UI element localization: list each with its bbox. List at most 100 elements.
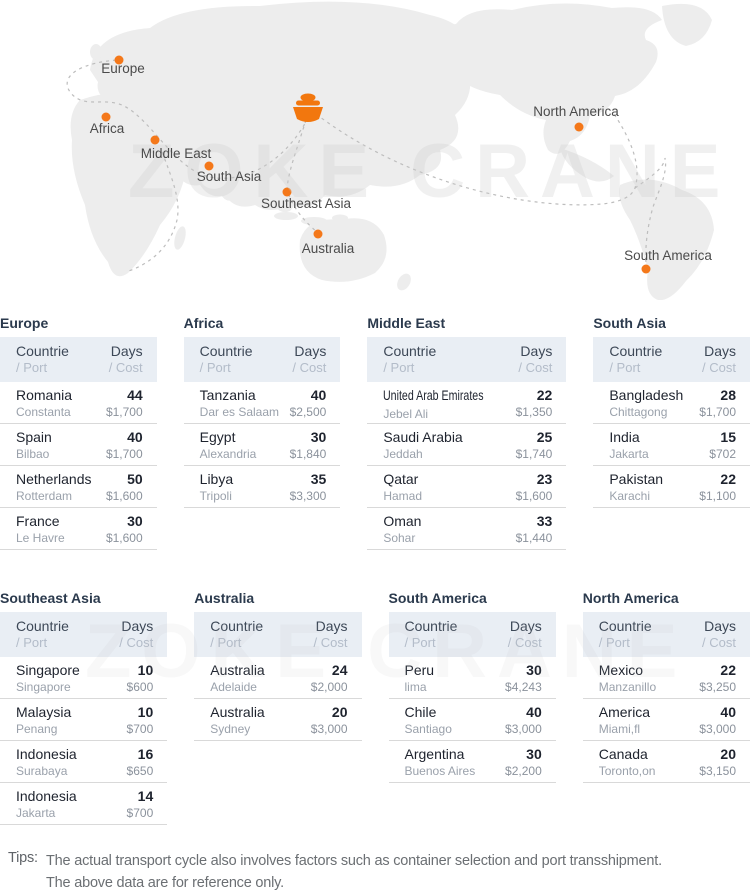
header-cost-label: / Cost bbox=[108, 360, 143, 375]
route-cell: Saudi Arabia Jeddah bbox=[383, 429, 462, 465]
table-row: Libya Tripoli 35 $3,300 bbox=[183, 466, 341, 508]
header-days-cost: Days / Cost bbox=[314, 618, 348, 657]
table-row: Mexico Manzanillo 22 $3,250 bbox=[582, 657, 750, 699]
header-port-label: / Port bbox=[609, 360, 641, 375]
header-days-cost: Days / Cost bbox=[702, 343, 736, 382]
days-value: 24 bbox=[331, 662, 348, 678]
days-value: 16 bbox=[137, 746, 154, 762]
continent-africa bbox=[70, 93, 191, 277]
port-name: lima bbox=[404, 680, 427, 694]
price-cell: 35 $3,300 bbox=[290, 471, 327, 507]
header-days-label: Days bbox=[294, 343, 327, 359]
port-name: Le Havre bbox=[16, 531, 65, 545]
country-name: Chile bbox=[404, 704, 437, 720]
route-cell: India Jakarta bbox=[609, 429, 648, 465]
price-cell: 30 $4,243 bbox=[505, 662, 542, 698]
price-cell: 23 $1,600 bbox=[516, 471, 553, 507]
port-name: Sohar bbox=[383, 531, 416, 545]
header-country-port: Countrie / Port bbox=[405, 618, 458, 657]
header-cost-label: / Cost bbox=[507, 635, 542, 650]
days-value: 20 bbox=[331, 704, 348, 720]
country-name: America bbox=[598, 704, 651, 720]
port-name: Jakarta bbox=[609, 447, 649, 461]
header-days-label: Days bbox=[315, 618, 348, 634]
port-name: Karachi bbox=[609, 489, 651, 503]
region-table-south-america: South America Countrie / Port Days / Cost Per… bbox=[388, 590, 556, 783]
table-header: Countrie / Port Days / Cost bbox=[367, 337, 567, 382]
route-cell: America Miami,fl bbox=[599, 704, 650, 740]
price-cell: 50 $1,600 bbox=[106, 471, 143, 507]
port-name: Dar es Salaam bbox=[199, 405, 280, 419]
route-cell: Chile Santiago bbox=[405, 704, 452, 740]
price-cell: 24 $2,000 bbox=[311, 662, 348, 698]
header-country-label: Countrie bbox=[16, 343, 69, 359]
table-row: Indonesia Jakarta 14 $700 bbox=[0, 783, 168, 825]
dot-europe bbox=[114, 55, 124, 65]
country-name: Netherlands bbox=[16, 471, 92, 487]
header-days-cost: Days / Cost bbox=[702, 618, 736, 657]
price-cell: 44 $1,700 bbox=[106, 387, 143, 423]
tips-text: The actual transport cycle also involves… bbox=[46, 850, 662, 894]
route-cell: Indonesia Jakarta bbox=[16, 788, 77, 824]
price-cell: 30 $1,600 bbox=[106, 513, 143, 549]
route-cell: Libya Tripoli bbox=[200, 471, 233, 507]
price-cell: 14 $700 bbox=[127, 788, 154, 824]
island-madagascar bbox=[174, 226, 186, 250]
table-row: America Miami,fl 40 $3,000 bbox=[582, 699, 750, 741]
port-name: Bilbao bbox=[16, 447, 50, 461]
country-name: Tanzania bbox=[199, 387, 256, 403]
region-title-north-america: North America bbox=[582, 590, 679, 606]
header-country-label: Countrie bbox=[404, 618, 458, 634]
header-cost-label: / Cost bbox=[702, 360, 736, 375]
route-cell: Singapore Singapore bbox=[16, 662, 80, 698]
days-value: 22 bbox=[536, 387, 553, 403]
tips-line-2: The above data are for reference only. bbox=[46, 875, 284, 891]
country-name: Spain bbox=[16, 429, 52, 445]
country-name: Australia bbox=[210, 704, 265, 720]
cost-value: $3,150 bbox=[699, 764, 736, 778]
map-label-north-america: North America bbox=[533, 104, 619, 119]
days-value: 40 bbox=[127, 429, 143, 445]
days-value: 22 bbox=[720, 662, 736, 678]
world-map-section: ZOKE CRANE Europe Africa Middle East South … bbox=[0, 0, 750, 300]
cost-value: $1,840 bbox=[289, 447, 327, 461]
continent-south-america bbox=[619, 179, 714, 300]
continents bbox=[70, 1, 714, 300]
header-country-port: Countrie / Port bbox=[599, 618, 652, 657]
days-value: 50 bbox=[127, 471, 143, 487]
days-value: 23 bbox=[536, 471, 553, 487]
region-table-southeast-asia: Southeast Asia Countrie / Port Days / Cost Si… bbox=[0, 590, 168, 825]
header-country-port: Countrie / Port bbox=[16, 618, 69, 657]
dot-southeast-asia bbox=[282, 187, 292, 197]
table-row: United Arab Emirates Jebel Ali 22 $1,350 bbox=[367, 382, 567, 424]
country-name: Indonesia bbox=[16, 746, 77, 762]
header-country-port: Countrie / Port bbox=[16, 343, 69, 382]
table-row: Canada Toronto,on 20 $3,150 bbox=[582, 741, 750, 783]
header-country-port: Countrie / Port bbox=[383, 343, 436, 382]
table-row: Chile Santiago 40 $3,000 bbox=[388, 699, 556, 741]
country-name: Argentina bbox=[404, 746, 465, 762]
header-cost-label: / Cost bbox=[313, 635, 348, 650]
header-port-label: / Port bbox=[598, 635, 630, 650]
days-value: 30 bbox=[526, 746, 542, 762]
route-cell: Bangladesh Chittagong bbox=[609, 387, 683, 423]
days-value: 28 bbox=[720, 387, 736, 403]
days-value: 10 bbox=[137, 662, 154, 678]
route-cell: United Arab Emirates Jebel Ali bbox=[383, 387, 515, 423]
cost-value: $3,000 bbox=[505, 722, 542, 736]
country-name: Peru bbox=[404, 662, 435, 678]
header-days-cost: Days / Cost bbox=[518, 343, 552, 382]
header-country-port: Countrie / Port bbox=[609, 343, 662, 382]
header-port-label: / Port bbox=[383, 360, 415, 375]
route-to-north-america bbox=[315, 113, 638, 206]
table-row: Netherlands Rotterdam 50 $1,600 bbox=[0, 466, 157, 508]
cost-value: $702 bbox=[709, 447, 736, 461]
price-cell: 16 $650 bbox=[127, 746, 154, 782]
price-cell: 40 $1,700 bbox=[106, 429, 143, 465]
port-name: Penang bbox=[16, 722, 58, 736]
port-name: Santiago bbox=[404, 722, 452, 736]
region-table-europe: Europe Countrie / Port Days / Cost Romania Con… bbox=[0, 315, 157, 550]
header-days-label: Days bbox=[509, 618, 542, 634]
price-cell: 25 $1,740 bbox=[516, 429, 553, 465]
route-cell: Canada Toronto,on bbox=[599, 746, 656, 782]
